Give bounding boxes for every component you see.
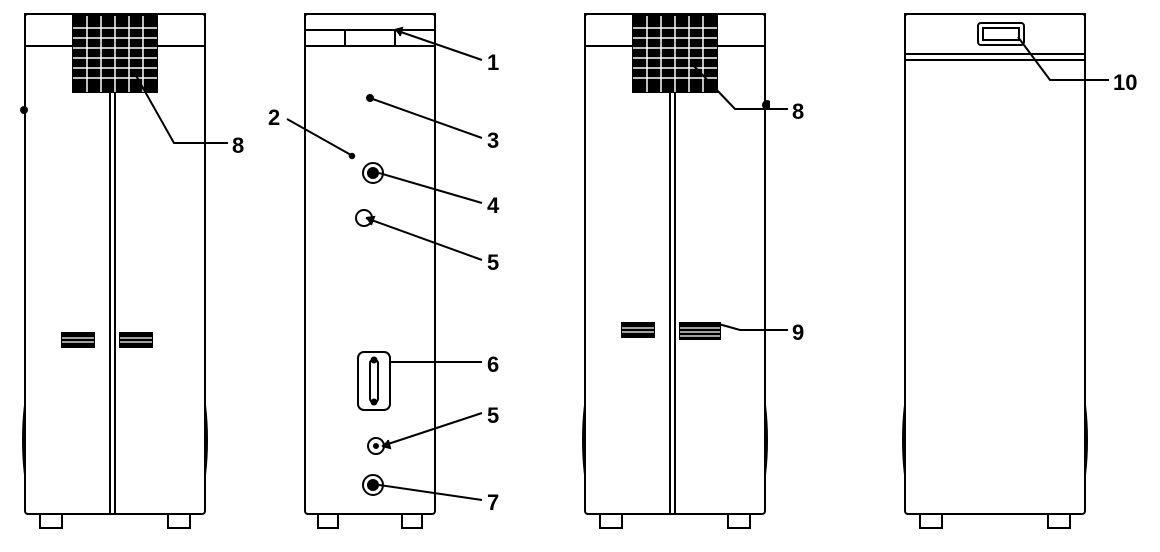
callout-8-v1: 8 bbox=[232, 133, 244, 159]
callout-3: 3 bbox=[487, 128, 499, 154]
callout-6: 6 bbox=[487, 352, 499, 378]
callout-1: 1 bbox=[487, 50, 499, 76]
callout-lines bbox=[0, 0, 1160, 552]
callout-9: 9 bbox=[792, 320, 804, 346]
callout-5-upper: 5 bbox=[487, 250, 499, 276]
callout-2: 2 bbox=[268, 105, 280, 131]
callout-5-lower: 5 bbox=[487, 403, 499, 429]
callout-10: 10 bbox=[1113, 70, 1137, 96]
callout-8-v3: 8 bbox=[792, 99, 804, 125]
callout-4: 4 bbox=[487, 193, 499, 219]
callout-7: 7 bbox=[487, 490, 499, 516]
